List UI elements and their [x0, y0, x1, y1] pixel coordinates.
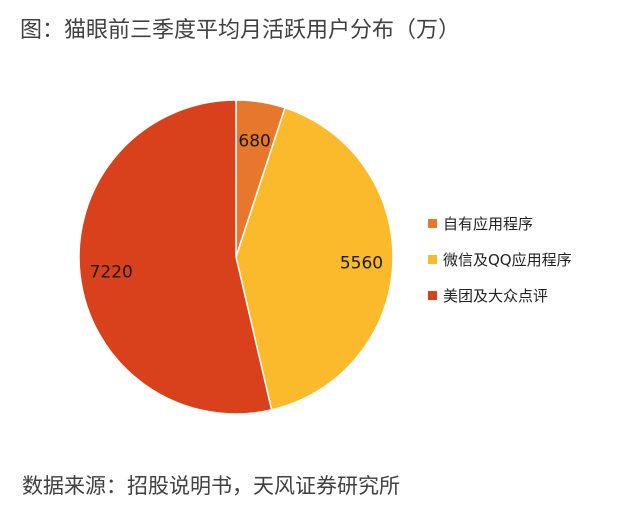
- legend: 自有应用程序 微信及QQ应用程序 美团及大众点评: [428, 205, 572, 313]
- pie-data-labels: 680 5560 7220: [90, 132, 384, 283]
- pie-slice: [235, 106, 394, 411]
- data-label: 680: [238, 132, 270, 152]
- legend-item: 美团及大众点评: [428, 277, 572, 313]
- legend-swatch: [428, 254, 437, 264]
- legend-label: 微信及QQ应用程序: [443, 250, 572, 269]
- legend-item: 自有应用程序: [428, 205, 572, 241]
- legend-label: 美团及大众点评: [443, 286, 549, 305]
- legend-swatch: [428, 218, 437, 228]
- data-label: 7220: [90, 262, 133, 282]
- legend-label: 自有应用程序: [443, 214, 534, 233]
- legend-swatch: [428, 290, 437, 300]
- chart-title: 图：猫眼前三季度平均月活跃用户分布（万）: [20, 18, 461, 43]
- source-note: 数据来源：招股说明书，天风证券研究所: [22, 474, 400, 498]
- data-label: 5560: [340, 254, 383, 274]
- legend-item: 微信及QQ应用程序: [428, 241, 572, 277]
- pie-slices: [78, 99, 394, 415]
- pie-slice: [78, 99, 273, 415]
